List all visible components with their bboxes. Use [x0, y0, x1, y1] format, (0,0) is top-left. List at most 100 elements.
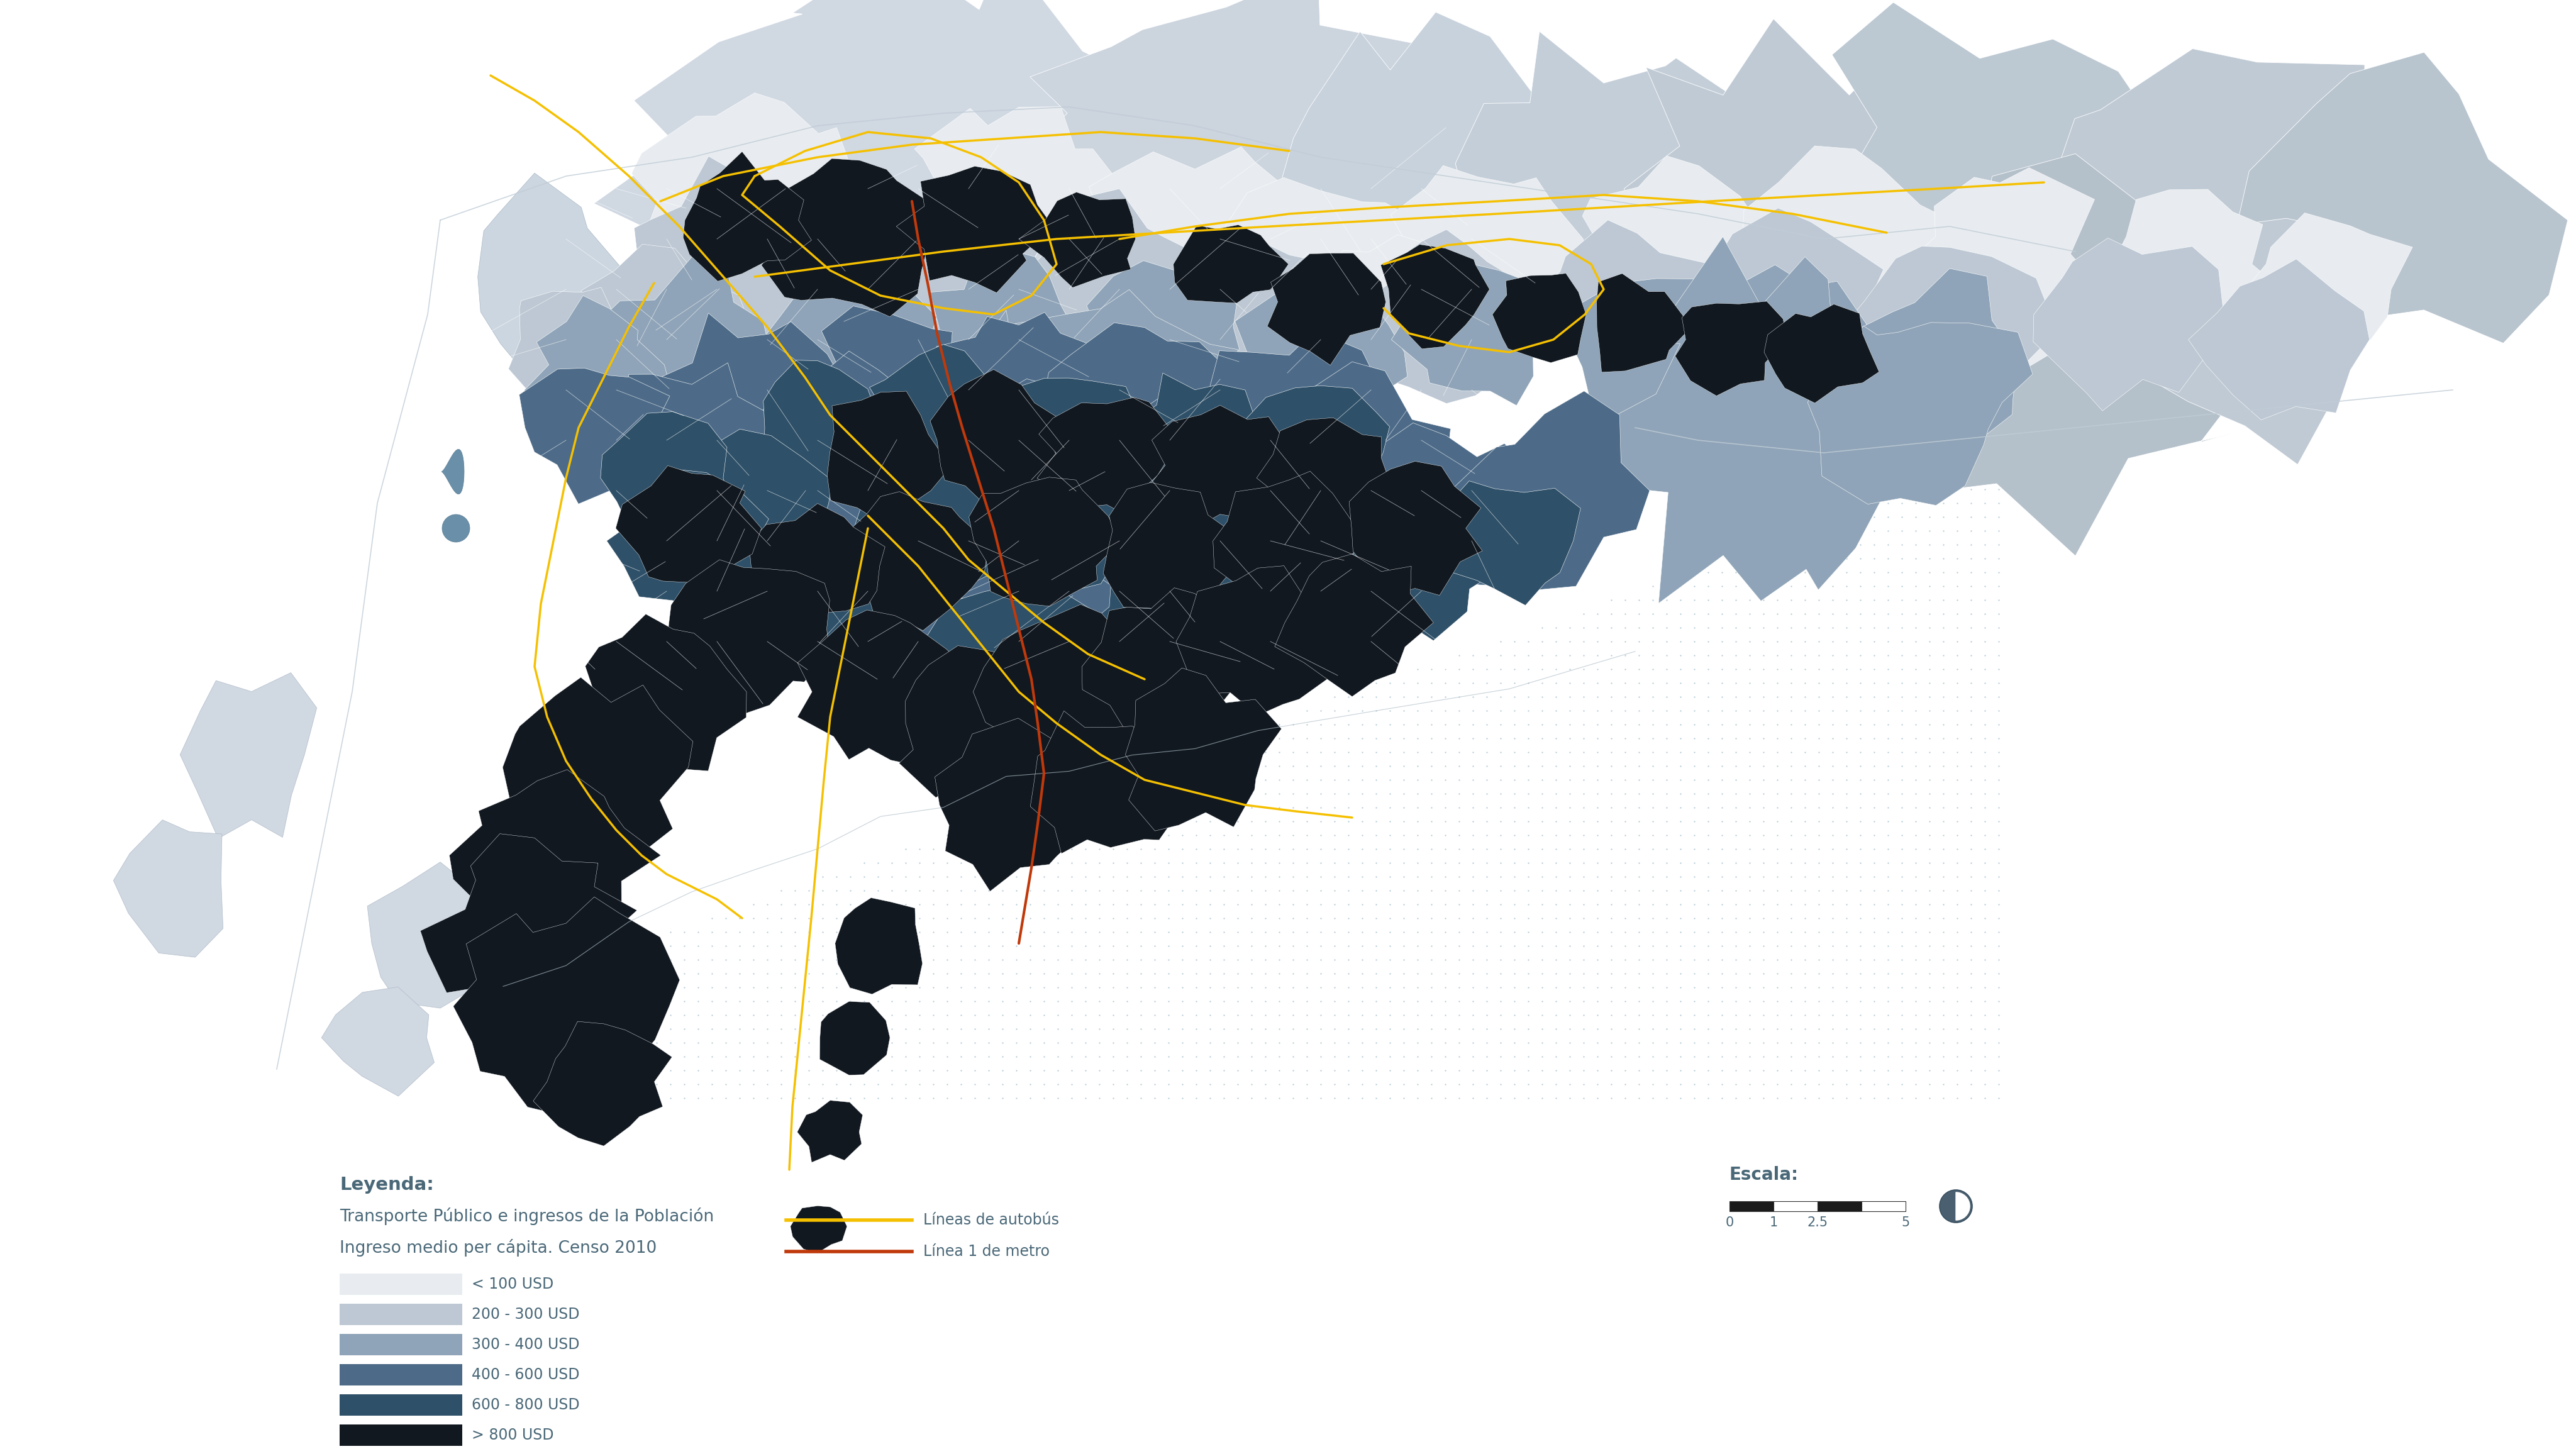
Text: 200 - 300 USD: 200 - 300 USD — [471, 1307, 580, 1321]
Polygon shape — [1347, 484, 1507, 640]
Polygon shape — [1015, 188, 1203, 381]
Polygon shape — [2032, 238, 2223, 412]
Text: 5: 5 — [1901, 1216, 1909, 1229]
Polygon shape — [523, 296, 670, 433]
Polygon shape — [1492, 274, 1587, 362]
Polygon shape — [667, 559, 829, 714]
Polygon shape — [477, 172, 629, 384]
Polygon shape — [930, 249, 1074, 413]
Polygon shape — [891, 378, 1115, 591]
Polygon shape — [1020, 193, 1136, 287]
Polygon shape — [1079, 556, 1257, 710]
Polygon shape — [1113, 451, 1270, 593]
Polygon shape — [683, 429, 832, 565]
Polygon shape — [1855, 154, 2259, 556]
Polygon shape — [1149, 406, 1288, 529]
Polygon shape — [1381, 245, 1489, 349]
Polygon shape — [2056, 49, 2432, 306]
Polygon shape — [827, 391, 943, 522]
Bar — [340, 1304, 461, 1324]
Polygon shape — [999, 378, 1133, 488]
Polygon shape — [368, 862, 526, 1009]
Polygon shape — [585, 614, 747, 771]
Polygon shape — [1198, 242, 1376, 390]
Polygon shape — [1886, 168, 2123, 396]
Text: Escala:: Escala: — [1728, 1166, 1798, 1184]
Polygon shape — [1172, 225, 1288, 303]
Polygon shape — [984, 443, 1154, 591]
Polygon shape — [1564, 278, 1695, 425]
Text: > 800 USD: > 800 USD — [471, 1427, 554, 1443]
Polygon shape — [2112, 190, 2290, 348]
Polygon shape — [842, 491, 987, 630]
Polygon shape — [1566, 156, 1754, 322]
Polygon shape — [943, 462, 1146, 693]
Circle shape — [1940, 1190, 1973, 1223]
Polygon shape — [1623, 19, 1947, 372]
Polygon shape — [1674, 301, 1788, 396]
Polygon shape — [853, 443, 1025, 609]
Polygon shape — [1131, 372, 1265, 517]
Polygon shape — [2239, 52, 2568, 355]
Polygon shape — [760, 270, 938, 423]
Polygon shape — [1798, 3, 2228, 390]
Polygon shape — [420, 833, 636, 1029]
Polygon shape — [1090, 146, 1316, 312]
Polygon shape — [819, 1001, 889, 1075]
Bar — [1862, 1201, 1906, 1211]
Polygon shape — [1043, 323, 1231, 468]
Text: Línea 1 de metro: Línea 1 de metro — [922, 1245, 1048, 1259]
Polygon shape — [616, 465, 762, 582]
Polygon shape — [608, 469, 768, 611]
Polygon shape — [757, 361, 894, 501]
Bar — [340, 1274, 461, 1295]
Polygon shape — [533, 1022, 672, 1146]
Polygon shape — [1842, 246, 2061, 410]
Text: 0: 0 — [1726, 1216, 1734, 1229]
Polygon shape — [930, 369, 1059, 513]
Polygon shape — [1221, 178, 1422, 339]
Polygon shape — [2190, 259, 2370, 420]
Polygon shape — [595, 256, 770, 438]
Polygon shape — [1195, 330, 1381, 497]
Polygon shape — [938, 313, 1103, 459]
Polygon shape — [871, 345, 1015, 485]
Text: 1: 1 — [1770, 1216, 1777, 1229]
Polygon shape — [1267, 254, 1386, 365]
Polygon shape — [1450, 391, 1649, 590]
Polygon shape — [2107, 210, 2360, 465]
Polygon shape — [1030, 711, 1182, 853]
Polygon shape — [796, 306, 987, 477]
Polygon shape — [925, 587, 1092, 711]
Polygon shape — [1242, 362, 1453, 580]
Polygon shape — [1690, 265, 1868, 414]
Polygon shape — [683, 152, 811, 281]
Polygon shape — [644, 313, 840, 481]
Polygon shape — [1391, 262, 1551, 406]
Polygon shape — [974, 604, 1162, 782]
Bar — [340, 1394, 461, 1416]
Polygon shape — [935, 719, 1087, 891]
Polygon shape — [1257, 417, 1404, 542]
Polygon shape — [770, 535, 935, 687]
Polygon shape — [631, 93, 894, 314]
Polygon shape — [1126, 668, 1280, 830]
Bar — [1819, 1201, 1862, 1211]
Polygon shape — [1314, 235, 1443, 361]
Polygon shape — [1677, 209, 1883, 409]
Polygon shape — [1955, 1193, 1971, 1220]
Polygon shape — [582, 245, 750, 404]
Polygon shape — [520, 368, 670, 504]
Polygon shape — [796, 1100, 863, 1162]
Bar — [340, 1335, 461, 1355]
Polygon shape — [448, 769, 662, 920]
Polygon shape — [616, 156, 845, 362]
Polygon shape — [762, 158, 938, 317]
Polygon shape — [791, 1206, 848, 1253]
Polygon shape — [1211, 532, 1378, 688]
Polygon shape — [760, 351, 943, 527]
Polygon shape — [1084, 468, 1296, 664]
Polygon shape — [1522, 220, 1716, 393]
Polygon shape — [440, 449, 464, 494]
Polygon shape — [899, 646, 1048, 797]
